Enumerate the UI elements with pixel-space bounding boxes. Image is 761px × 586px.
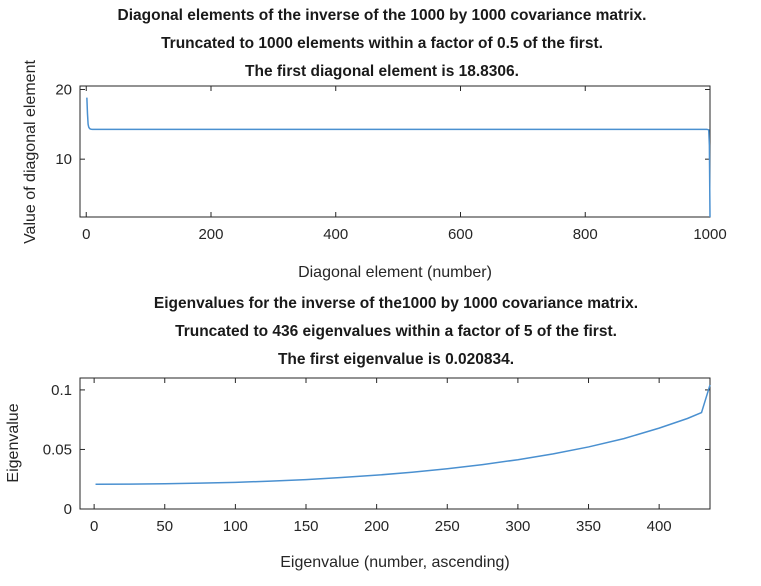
chart2-xtick-label: 100 <box>223 518 248 535</box>
chart1-xtick-label: 800 <box>573 226 598 243</box>
chart2-ytick-label: 0.1 <box>51 382 72 399</box>
chart2-ylabel: Eigenvalue <box>5 403 22 482</box>
chart2-xlabel: Eigenvalue (number, ascending) <box>280 554 509 571</box>
chart1-xtick-label: 200 <box>198 226 223 243</box>
chart2-ytick-label: 0 <box>64 501 72 518</box>
chart1-title-line-1: Diagonal elements of the inverse of the … <box>118 7 647 24</box>
chart2-ticks: 0 50 100 150 200 250 300 350 400 0 0.05 0.1 <box>43 378 710 535</box>
chart2-plot-frame <box>79 377 711 510</box>
chart-diagonal: Diagonal elements of the inverse of the … <box>22 7 727 281</box>
chart2-ytick-label: 0.05 <box>43 441 72 458</box>
chart1-plot-frame <box>79 85 711 218</box>
chart2-xtick-label: 200 <box>364 518 389 535</box>
chart1-ytick-label: 10 <box>55 151 72 168</box>
chart-eigenvalues: Eigenvalues for the inverse of the1000 b… <box>5 295 711 571</box>
chart1-xtick-label: 0 <box>82 226 90 243</box>
chart1-ylabel: Value of diagonal element <box>22 60 39 244</box>
chart1-xlabel: Diagonal element (number) <box>298 264 492 281</box>
chart1-title-line-2: Truncated to 1000 elements within a fact… <box>161 35 603 52</box>
chart2-xtick-label: 250 <box>435 518 460 535</box>
chart1-xtick-label: 1000 <box>693 226 726 243</box>
chart1-xtick-label: 600 <box>448 226 473 243</box>
chart2-xtick-label: 50 <box>156 518 173 535</box>
chart1-series-line <box>86 97 711 218</box>
chart2-series-line <box>95 384 711 485</box>
chart2-title-line-1: Eigenvalues for the inverse of the1000 b… <box>154 295 638 312</box>
chart2-xtick-label: 400 <box>647 518 672 535</box>
chart1-title-line-3: The first diagonal element is 18.8306. <box>245 63 519 80</box>
chart1-xtick-label: 400 <box>323 226 348 243</box>
chart2-title-line-3: The first eigenvalue is 0.020834. <box>278 351 514 368</box>
chart2-xtick-label: 150 <box>293 518 318 535</box>
chart1-ytick-label: 20 <box>55 81 72 98</box>
chart2-xtick-label: 300 <box>505 518 530 535</box>
chart1-ticks: 0 200 400 600 800 1000 10 20 <box>55 81 726 243</box>
chart2-xtick-label: 350 <box>576 518 601 535</box>
chart2-xtick-label: 0 <box>90 518 98 535</box>
chart2-title-line-2: Truncated to 436 eigenvalues within a fa… <box>175 323 617 340</box>
